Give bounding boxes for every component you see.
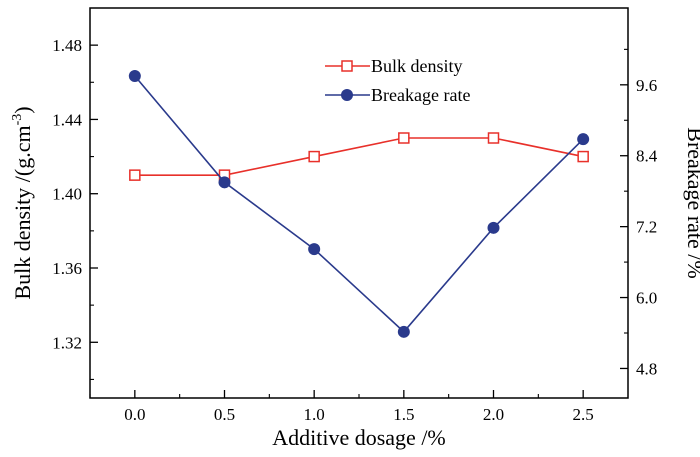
right-y-tick-label: 6.0 — [636, 289, 657, 308]
left-y-axis-title-sup: -3 — [10, 114, 25, 126]
x-tick-label: 1.5 — [393, 405, 414, 424]
bulk-density-point — [577, 150, 589, 163]
left-y-axis-ticks: 1.32 1.36 1.40 1.44 1.48 — [52, 36, 98, 380]
left-y-tick-label: 1.48 — [52, 36, 82, 55]
breakage-rate-point — [577, 133, 590, 146]
x-tick-label: 0.5 — [214, 405, 235, 424]
left-y-tick-label: 1.40 — [52, 185, 82, 204]
bulk-density-legend-label: Bulk density — [371, 56, 463, 76]
breakage-rate-point — [218, 176, 231, 189]
x-tick-label: 2.0 — [483, 405, 504, 424]
bulk-density-point — [129, 169, 141, 181]
x-tick-label: 2.5 — [573, 405, 594, 424]
x-tick-label: 1.0 — [304, 405, 325, 424]
breakage-rate-legend-marker — [341, 89, 353, 101]
bulk-density-point — [487, 132, 500, 144]
bulk-density-legend-marker — [341, 60, 353, 72]
left-y-axis-title-end: ) — [10, 106, 35, 113]
left-y-tick-label: 1.36 — [52, 259, 82, 278]
breakage-rate-legend-label: Breakage rate — [371, 85, 470, 105]
bulk-density-point — [398, 132, 410, 144]
breakage-rate-point — [487, 221, 500, 234]
left-y-tick-label: 1.32 — [52, 333, 82, 352]
breakage-rate-point — [128, 69, 141, 82]
bulk-density-point — [308, 150, 320, 163]
x-axis-title: Additive dosage /% — [272, 425, 446, 450]
breakage-rate-point — [397, 325, 410, 338]
left-y-axis-title-main: Bulk density /(g.cm — [10, 125, 35, 299]
breakage-rate-point — [308, 243, 321, 256]
breakage-rate-line — [134, 75, 584, 333]
left-y-tick-label: 1.44 — [52, 110, 82, 129]
right-y-axis-title: Breakage rate /% — [683, 127, 700, 278]
bulk-density-line — [134, 137, 584, 176]
legend: Bulk density Breakage rate — [325, 56, 470, 105]
right-y-axis-ticks: 4.8 6.0 7.2 8.4 9.6 — [620, 48, 658, 378]
right-y-tick-label: 4.8 — [636, 359, 657, 378]
right-y-tick-label: 8.4 — [636, 147, 658, 166]
left-y-axis-title: Bulk density /(g.cm-3) — [10, 106, 35, 299]
series-layer — [128, 69, 590, 338]
x-tick-label: 0.0 — [124, 405, 145, 424]
right-y-tick-label: 9.6 — [636, 76, 657, 95]
x-axis-ticks: 0.0 0.5 1.0 1.5 2.0 2.5 — [89, 390, 594, 424]
right-y-tick-label: 7.2 — [636, 218, 657, 237]
